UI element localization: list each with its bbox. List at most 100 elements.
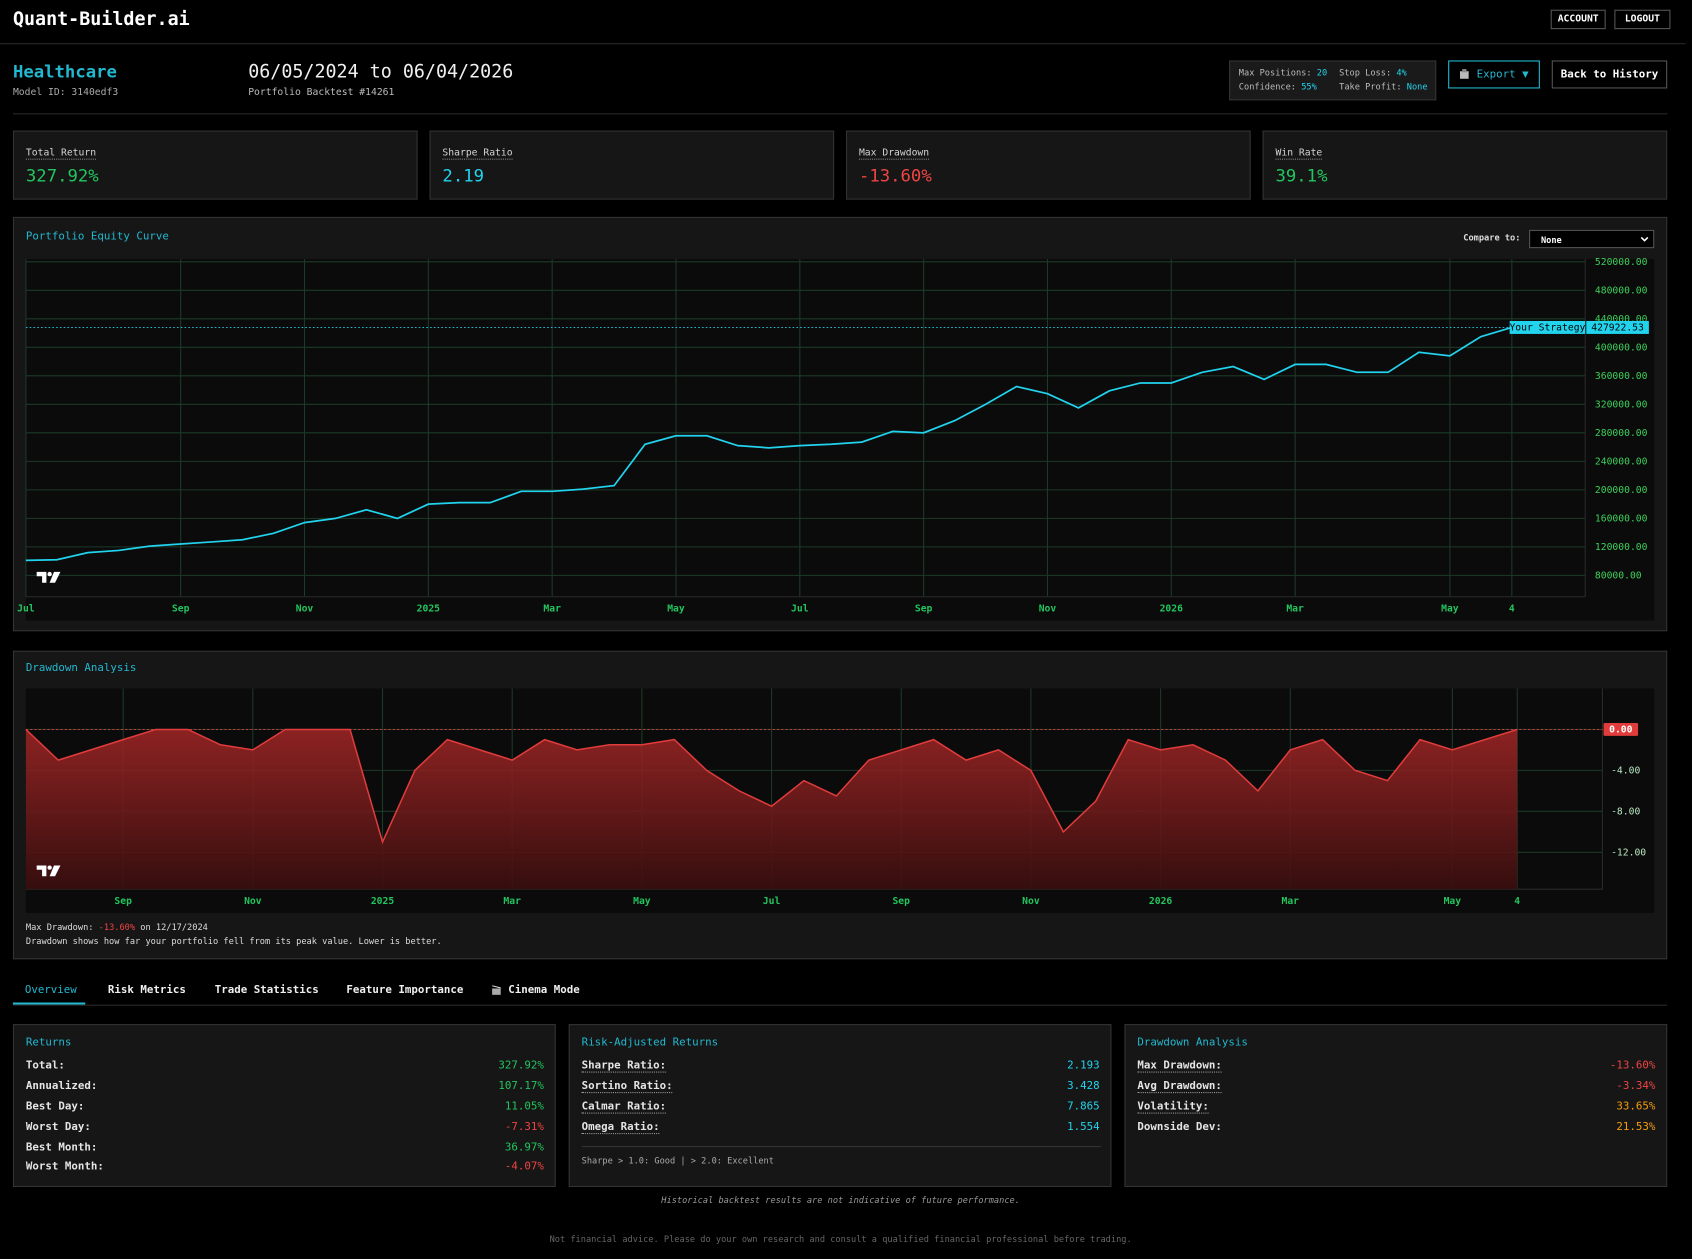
row-label: Total: xyxy=(25,1059,65,1072)
row-label: Sortino Ratio: xyxy=(581,1080,673,1094)
metric-value: 327.92% xyxy=(25,165,99,186)
metric-card: Sharpe Ratio 2.19 xyxy=(429,130,835,200)
divider xyxy=(12,113,1668,115)
y-tick-label: 520000.00 xyxy=(1595,257,1648,268)
x-tick-label: Nov xyxy=(244,896,262,907)
tv-logo xyxy=(49,865,61,877)
tab-underline xyxy=(12,1002,86,1005)
panel-note: Sharpe > 1.0: Good | > 2.0: Excellent xyxy=(581,1155,774,1166)
disclaimer: Historical backtest results are not indi… xyxy=(661,1195,1020,1206)
x-tick-label: May xyxy=(1444,896,1462,907)
y-tick-label: 120000.00 xyxy=(1595,542,1648,553)
row-label: Downside Dev: xyxy=(1137,1121,1222,1134)
subtitle: Portfolio Backtest #14261 xyxy=(248,87,395,99)
logout-button[interactable]: LOGOUT xyxy=(1614,9,1671,30)
panel-title: Risk-Adjusted Returns xyxy=(581,1037,719,1049)
tab[interactable]: Feature Importance xyxy=(346,984,464,997)
row-label: Worst Month: xyxy=(25,1161,104,1173)
row-label: Best Month: xyxy=(25,1141,98,1154)
y-tick-label: 280000.00 xyxy=(1595,428,1648,439)
x-tick-label: Sep xyxy=(172,604,190,615)
tv-logo xyxy=(47,865,52,870)
chart-title: Portfolio Equity Curve xyxy=(25,230,169,243)
drawdown-area xyxy=(25,729,1518,890)
row-label: Best Day: xyxy=(25,1100,85,1113)
compare-select[interactable]: None xyxy=(1529,229,1655,249)
x-tick-label: 4 xyxy=(1514,896,1520,907)
row-value: 107.17% xyxy=(498,1080,544,1093)
x-tick-label: Sep xyxy=(892,896,910,907)
x-tick-label: Nov xyxy=(1022,896,1040,907)
row-label: Avg Drawdown: xyxy=(1137,1080,1222,1094)
param-label: Confidence: xyxy=(1238,82,1296,92)
params-box: Max Positions: 20 Stop Loss: 4% Confiden… xyxy=(1229,60,1437,101)
param-value: 20 xyxy=(1316,67,1328,78)
row-label: Omega Ratio: xyxy=(581,1121,660,1135)
export-button[interactable]: Export ▼ xyxy=(1448,60,1540,89)
drawdown-note: Max Drawdown: -13.60% on 12/17/2024 xyxy=(26,923,208,933)
metric-label: Sharpe Ratio xyxy=(442,147,513,160)
model-id: Model ID: 3140edf3 xyxy=(12,87,119,99)
metric-label: Total Return xyxy=(25,147,97,160)
row-label: Sharpe Ratio: xyxy=(581,1059,667,1073)
divider xyxy=(12,1004,1668,1006)
tv-logo xyxy=(36,865,47,877)
row-value: 7.865 xyxy=(1067,1100,1100,1113)
param: Stop Loss: 4% xyxy=(1339,68,1407,78)
x-tick-label: May xyxy=(1441,604,1459,615)
divider xyxy=(0,43,1686,45)
row-value: 1.554 xyxy=(1067,1121,1100,1134)
x-tick-label: Mar xyxy=(543,604,561,615)
tab[interactable]: Cinema Mode xyxy=(508,984,580,997)
row-label: Worst Day: xyxy=(25,1121,91,1134)
chevron xyxy=(1640,236,1649,242)
tab[interactable]: Overview xyxy=(24,984,77,997)
metric-card: Win Rate 39.1% xyxy=(1262,130,1668,200)
y-tick-label: 360000.00 xyxy=(1595,371,1648,382)
y-tick-label: 440000.00 xyxy=(1595,314,1648,325)
y-tick-label: 80000.00 xyxy=(1595,570,1642,581)
drawdown-text: Drawdown shows how far your portfolio fe… xyxy=(25,936,442,947)
stats-panel: Drawdown Analysis Max Drawdown: -13.60% A… xyxy=(1124,1024,1668,1188)
tab[interactable]: Trade Statistics xyxy=(214,984,319,997)
note-value: -13.60% xyxy=(98,922,136,933)
note-date: on 12/17/2024 xyxy=(140,922,208,933)
account-button[interactable]: ACCOUNT xyxy=(1550,9,1606,30)
row-value: -13.60% xyxy=(1609,1059,1656,1072)
y-tick-label: 200000.00 xyxy=(1595,485,1648,496)
x-tick-label: Sep xyxy=(114,896,132,907)
y-tick-label: 240000.00 xyxy=(1595,456,1648,467)
last-value-label: 427922.53 xyxy=(1591,322,1644,333)
tv-logo xyxy=(49,571,61,583)
x-tick-label: May xyxy=(633,896,651,907)
x-tick-label: Nov xyxy=(296,604,314,615)
y-tick-label: 480000.00 xyxy=(1595,285,1648,296)
panel-title: Returns xyxy=(25,1037,72,1049)
row-value: 36.97% xyxy=(504,1141,544,1154)
row-label: Calmar Ratio: xyxy=(581,1100,667,1114)
x-tick-label: Sep xyxy=(915,604,933,615)
note-label: Max Drawdown: xyxy=(25,922,94,933)
compare-label: Compare to: xyxy=(1463,233,1521,243)
stats-panel: Risk-Adjusted Returns Sharpe Ratio: 2.193… xyxy=(568,1024,1112,1188)
param-value: None xyxy=(1406,82,1428,92)
value-tag xyxy=(1586,320,1649,334)
disclaimer: Not financial advice. Please do your own… xyxy=(549,1234,1132,1245)
tv-logo xyxy=(36,571,47,583)
back-button[interactable]: Back to History xyxy=(1551,60,1668,89)
brand: Quant-Builder.ai xyxy=(12,8,190,31)
tab[interactable]: Risk Metrics xyxy=(107,984,186,997)
row-value: 21.53% xyxy=(1616,1121,1656,1134)
y-tick-label: 320000.00 xyxy=(1595,399,1648,410)
x-tick-label: Jul xyxy=(763,896,781,907)
export-label: Export ▼ xyxy=(1476,68,1529,81)
drawdown-line xyxy=(25,728,1518,845)
chart-title: Drawdown Analysis xyxy=(25,662,137,675)
tv-logo xyxy=(47,571,52,577)
x-tick-label: 2026 xyxy=(1160,604,1184,615)
row-value: 11.05% xyxy=(504,1100,544,1113)
export-icon xyxy=(1460,69,1470,79)
y-tick-label: -4.00 xyxy=(1611,765,1640,776)
